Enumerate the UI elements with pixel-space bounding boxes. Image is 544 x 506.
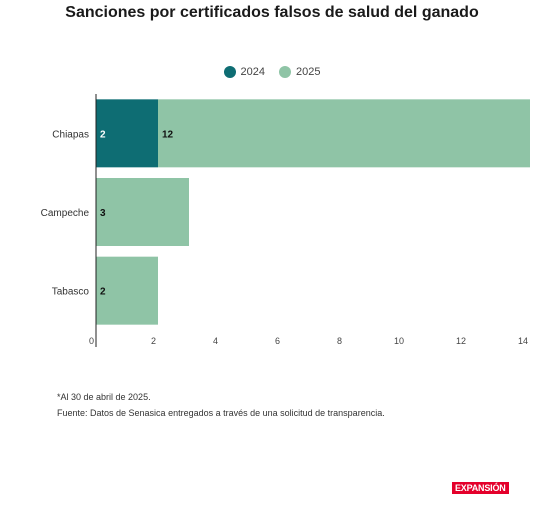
data-label-tabasco-2025: 2 (100, 287, 106, 298)
category-label-chiapas: Chiapas (52, 129, 89, 140)
footnote-source: Fuente: Datos de Senasica entregados a t… (57, 408, 385, 418)
data-label-campeche-2025: 3 (100, 208, 106, 219)
legend-item-2025: 2025 (279, 66, 320, 78)
legend-item-2024: 2024 (223, 66, 265, 78)
category-label-tabasco: Tabasco (52, 287, 90, 298)
bar-campeche-2025 (96, 178, 189, 246)
x-tick-label-8: 8 (337, 336, 342, 346)
x-tick-label-0: 0 (89, 336, 94, 346)
data-label-chiapas-2024: 2 (100, 129, 106, 140)
legend: 2024 2025 (0, 66, 544, 78)
x-tick-label-12: 12 (456, 336, 466, 346)
legend-label-2024: 2024 (240, 66, 265, 78)
data-label-chiapas-2025: 12 (162, 129, 174, 140)
bar-chart: Chiapas 2 12 Campeche 3 Tabasco 2 0 2 4 6 8 10 12 14 (41, 94, 530, 347)
legend-swatch-2025 (279, 66, 291, 78)
footnote-date: *Al 30 de abril de 2025. (57, 392, 151, 402)
x-tick-label-10: 10 (394, 336, 404, 346)
bar-chiapas-2025 (158, 99, 530, 168)
legend-label-2025: 2025 (296, 66, 321, 78)
x-tick-label-4: 4 (213, 336, 218, 346)
bar-tabasco-2025 (96, 256, 158, 325)
legend-swatch-2024 (223, 66, 236, 78)
expansion-logo: EXPANSIÓN (452, 482, 509, 494)
bar-chiapas-2024 (96, 99, 158, 168)
chart-title: Sanciones por certificados falsos de sal… (65, 4, 479, 21)
x-tick-label-14: 14 (518, 336, 528, 346)
x-tick-label-2: 2 (151, 336, 156, 346)
x-tick-label-6: 6 (275, 336, 280, 346)
category-label-campeche: Campeche (41, 208, 90, 219)
